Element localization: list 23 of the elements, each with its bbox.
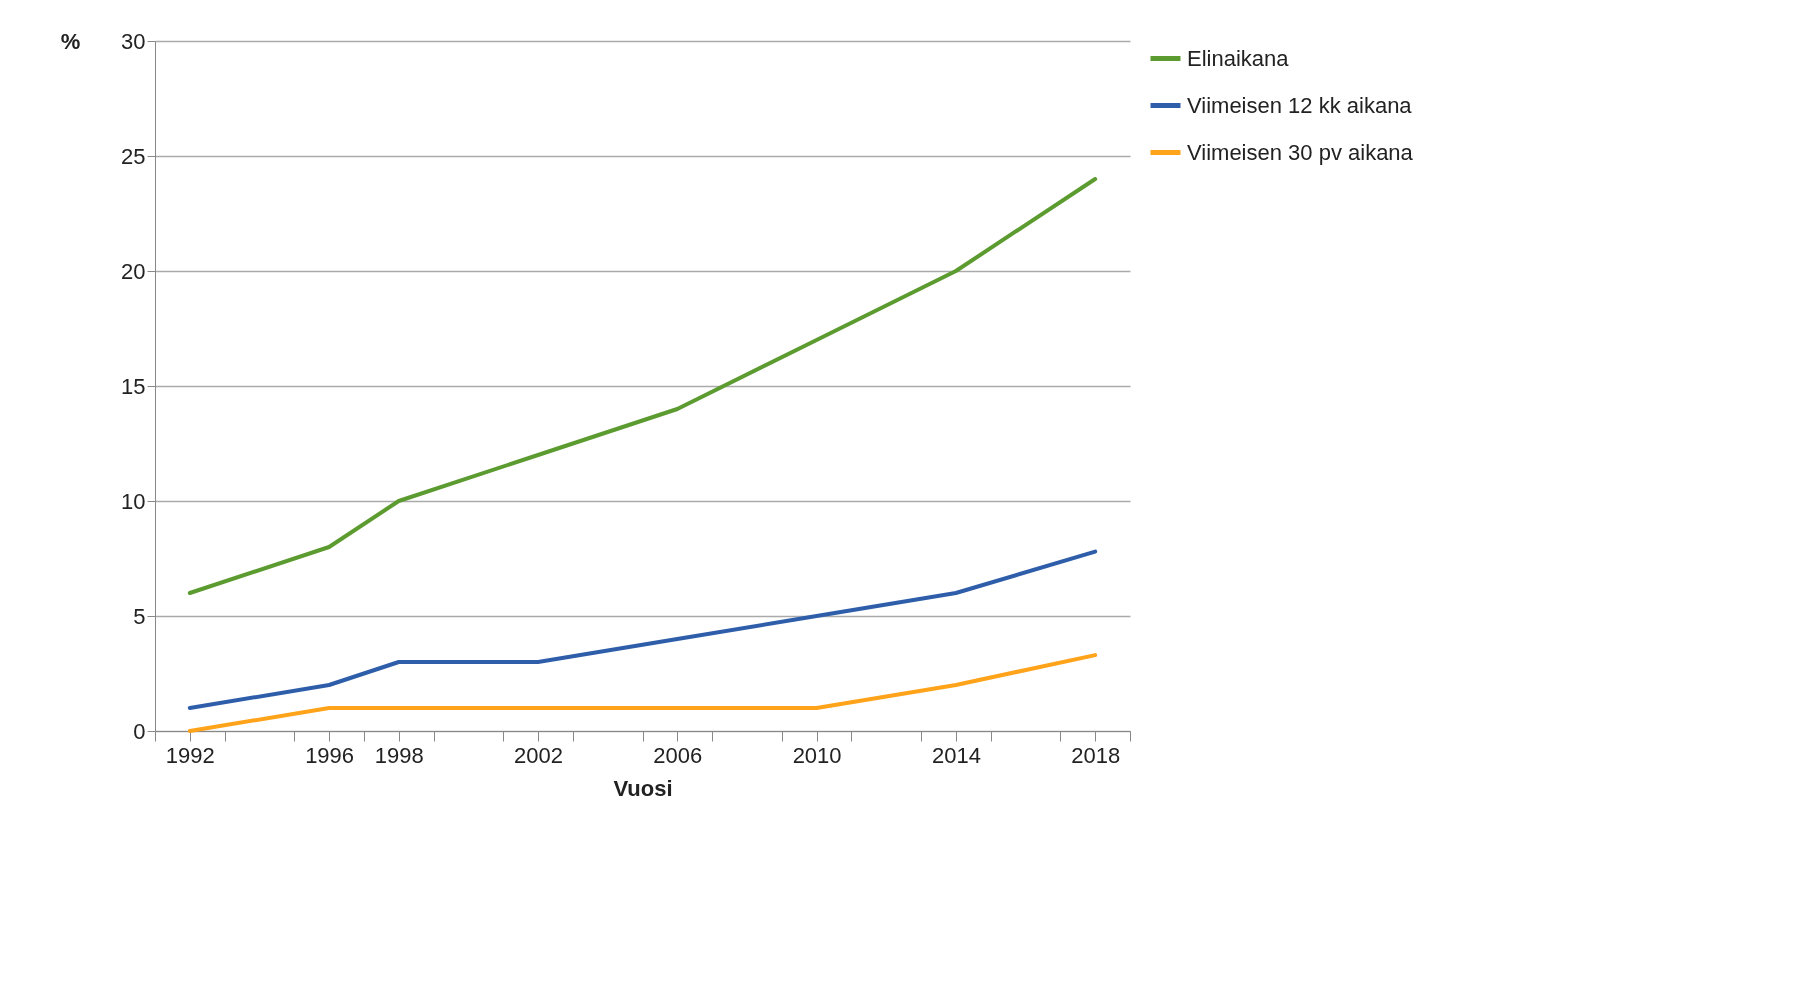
y-tick-label: 15 (121, 373, 146, 399)
x-tick-label: 2006 (653, 742, 703, 768)
x-tick-label: 2002 (514, 742, 564, 768)
x-axis-title: Vuosi (613, 775, 673, 801)
x-tick-label: 2010 (792, 742, 842, 768)
y-tick-label: 25 (121, 143, 146, 169)
y-tick-label: 0 (133, 718, 146, 744)
line-series (187, 549, 1098, 710)
x-tick-label: 2018 (1071, 742, 1121, 768)
y-tick-label: 20 (121, 258, 146, 284)
legend-label: Viimeisen 12 kk aikana (1187, 92, 1413, 118)
y-tick-label: 5 (133, 603, 146, 629)
line-series (187, 653, 1098, 733)
legend-label: Elinaikana (1187, 45, 1290, 71)
y-tick-label: 10 (121, 488, 146, 514)
x-tick-label: 2014 (931, 742, 981, 768)
line-series (187, 177, 1098, 595)
y-axis-title: % (60, 28, 81, 54)
legend-label: Viimeisen 30 pv aikana (1187, 139, 1414, 165)
x-tick-label: 1996 (305, 742, 355, 768)
x-tick-label: 1992 (165, 742, 215, 768)
x-tick-label: 1998 (374, 742, 424, 768)
y-tick-label: 30 (121, 28, 146, 54)
